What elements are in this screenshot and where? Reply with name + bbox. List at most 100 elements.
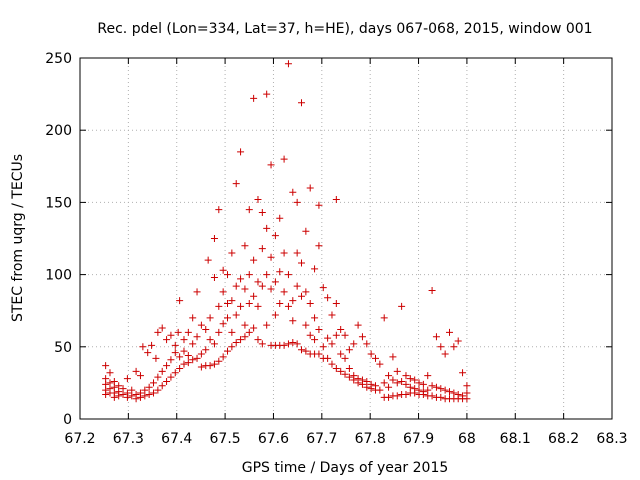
data-point (232, 282, 240, 290)
data-point (302, 288, 310, 296)
data-point (224, 299, 232, 307)
data-point (454, 337, 462, 345)
data-point (284, 340, 292, 348)
data-point (302, 347, 310, 355)
data-point (171, 369, 179, 377)
data-point (158, 324, 166, 332)
data-point (241, 242, 249, 250)
data-point (280, 249, 288, 257)
data-point (302, 321, 310, 329)
data-point (341, 354, 349, 362)
data-point (354, 321, 362, 329)
data-point (337, 325, 345, 333)
data-point (337, 350, 345, 358)
data-point (152, 354, 160, 362)
data-point (132, 367, 140, 375)
data-point (176, 353, 184, 361)
x-tick-label: 67.7 (306, 431, 337, 447)
data-point (293, 282, 301, 290)
data-point (250, 324, 258, 332)
x-tick-label: 68.2 (548, 431, 579, 447)
data-point (197, 321, 205, 329)
data-point (380, 379, 388, 387)
data-point (406, 375, 414, 383)
data-point (437, 393, 445, 401)
data-point (441, 350, 449, 358)
data-point (206, 362, 214, 370)
data-point (224, 347, 232, 355)
data-point (150, 379, 158, 387)
data-point (184, 351, 192, 359)
data-point (324, 294, 332, 302)
data-point (324, 334, 332, 342)
data-point (341, 370, 349, 378)
data-point (197, 363, 205, 371)
data-point (250, 292, 258, 300)
data-point (180, 347, 188, 355)
data-point (298, 346, 306, 354)
data-point (215, 302, 223, 310)
data-point (189, 356, 197, 364)
data-point (258, 340, 266, 348)
data-point (311, 265, 319, 273)
data-point (174, 328, 182, 336)
data-point (193, 354, 201, 362)
data-point (258, 282, 266, 290)
data-point (245, 328, 253, 336)
data-point (176, 364, 184, 372)
x-tick-label: 67.3 (113, 431, 144, 447)
data-point (315, 350, 323, 358)
data-point (154, 373, 162, 381)
data-point (102, 362, 110, 370)
data-point (424, 372, 432, 380)
data-point (237, 336, 245, 344)
data-point (372, 354, 380, 362)
data-point (163, 362, 171, 370)
data-point (367, 350, 375, 358)
data-point (180, 360, 188, 368)
data-point (102, 390, 110, 398)
data-point (215, 206, 223, 214)
data-point (306, 331, 314, 339)
x-tick-label: 68.1 (500, 431, 531, 447)
data-point (402, 372, 410, 380)
data-point (232, 180, 240, 188)
data-point (123, 393, 131, 401)
data-point (210, 360, 218, 368)
data-point (280, 288, 288, 296)
data-point (250, 256, 258, 264)
data-point (258, 209, 266, 217)
data-point (419, 380, 427, 388)
data-point (345, 364, 353, 372)
data-point (271, 311, 279, 319)
data-point (263, 90, 271, 98)
data-point (393, 367, 401, 375)
data-point (463, 395, 471, 403)
data-point (428, 286, 436, 294)
data-point (298, 259, 306, 267)
data-point (293, 340, 301, 348)
data-point (432, 333, 440, 341)
data-point (219, 266, 227, 274)
grid (80, 58, 612, 419)
data-point (276, 299, 284, 307)
data-point (219, 288, 227, 296)
data-point (393, 379, 401, 387)
data-point (132, 395, 140, 403)
data-point (315, 242, 323, 250)
data-point (328, 311, 336, 319)
data-point (432, 383, 440, 391)
data-point (363, 340, 371, 348)
data-point (358, 333, 366, 341)
data-point (385, 393, 393, 401)
data-point (319, 343, 327, 351)
data-point (459, 369, 467, 377)
data-point (219, 353, 227, 361)
data-point (389, 353, 397, 361)
data-point (315, 325, 323, 333)
data-point (284, 271, 292, 279)
data-point (332, 196, 340, 204)
data-point (119, 390, 127, 398)
x-tick-label: 68.3 (596, 431, 627, 447)
